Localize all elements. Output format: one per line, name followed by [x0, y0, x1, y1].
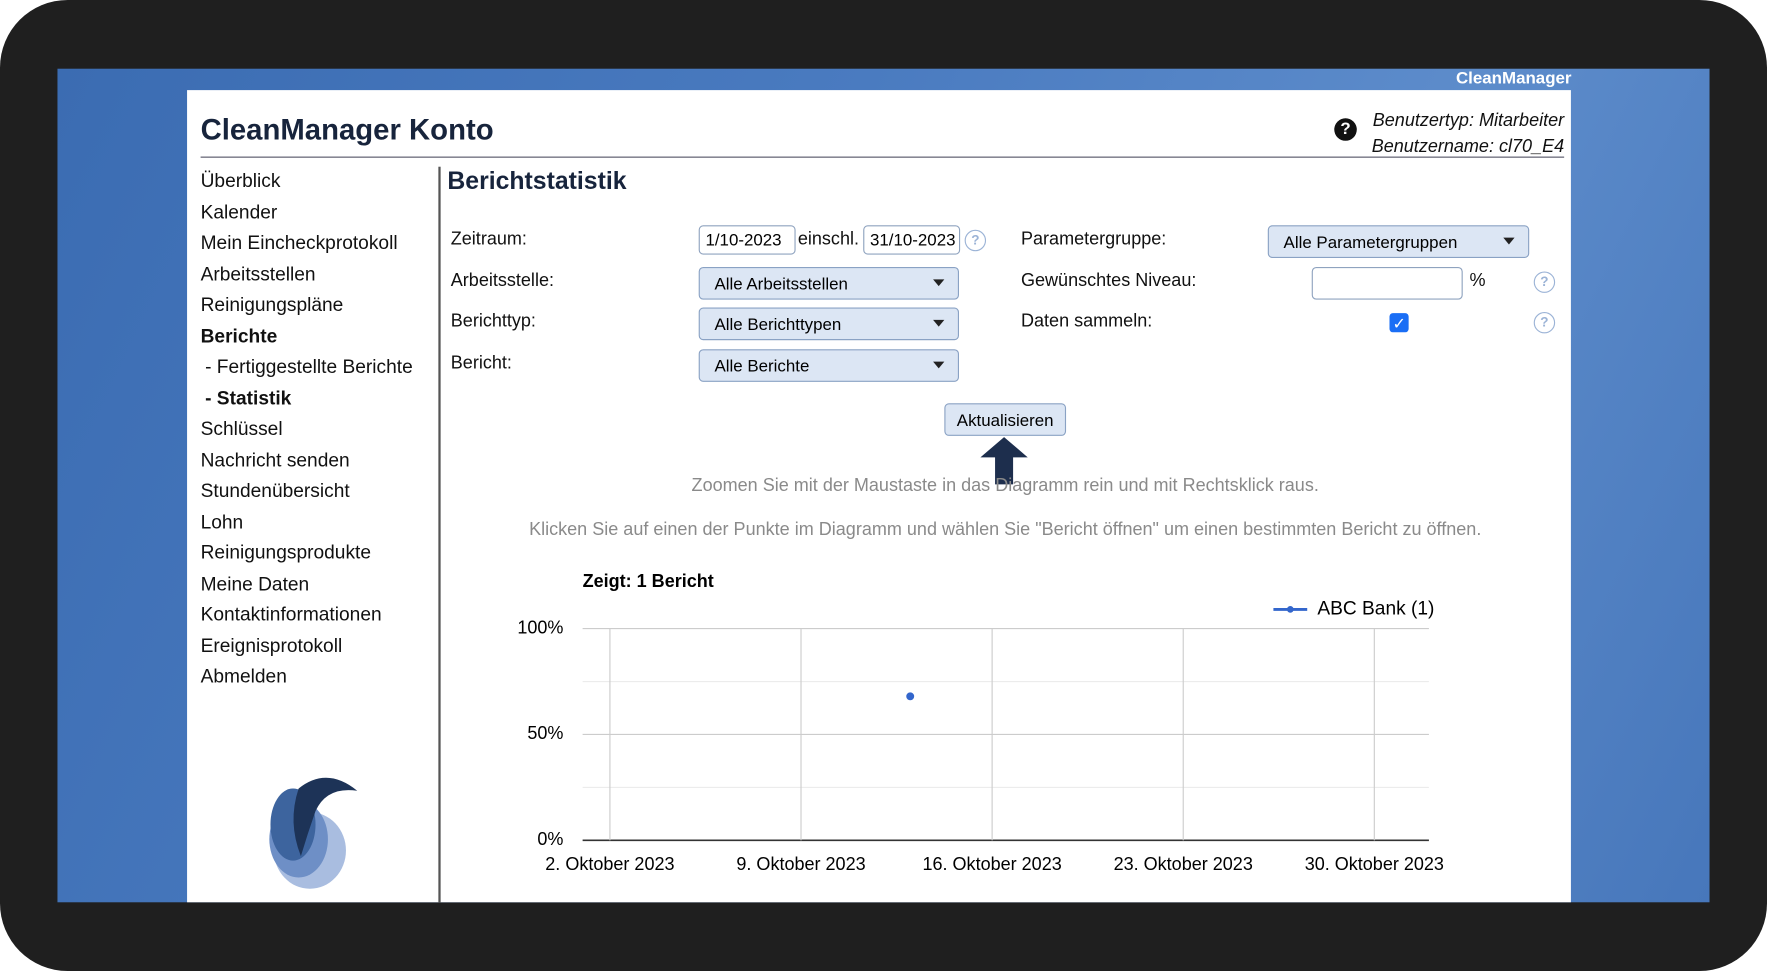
logo-part — [293, 777, 358, 857]
select[interactable]: Alle Berichttypen — [698, 307, 960, 341]
help[interactable]: ? — [964, 229, 987, 252]
field-text: einschl. — [797, 229, 859, 249]
nav-item[interactable]: Nachricht senden — [200, 448, 350, 471]
legend-swatch — [1286, 606, 1294, 613]
y-tick-label: 0% — [537, 829, 563, 849]
nav-item[interactable]: Überblick — [200, 170, 281, 192]
select[interactable]: Alle Parametergruppen — [1267, 225, 1530, 258]
field-label: Gewünschtes Niveau: — [1020, 271, 1197, 291]
nav-item[interactable]: - Fertiggestellte Berichte — [205, 355, 413, 378]
nav-item[interactable]: - Statistik — [205, 386, 292, 409]
y-tick-label: 100% — [517, 617, 563, 637]
x-tick-label: 9. Oktober 2023 — [736, 854, 865, 874]
unit: % — [1469, 271, 1486, 291]
nav-item[interactable]: Berichte — [200, 324, 278, 347]
title: CleanManager Konto — [200, 112, 494, 147]
x-tick-label: 30. Oktober 2023 — [1305, 854, 1444, 874]
x-tick-label: 23. Oktober 2023 — [1114, 854, 1253, 874]
number-input[interactable] — [1311, 266, 1463, 300]
nav-item[interactable]: Abmelden — [200, 665, 287, 688]
nav-item[interactable]: Stundenübersicht — [200, 479, 350, 502]
chart-title: Zeigt: 1 Bericht — [583, 571, 714, 591]
field-label: Bericht: — [450, 353, 512, 373]
select[interactable]: Alle Berichte — [698, 349, 960, 382]
user-info: Benutzertyp: Mitarbeiter Benutzername: cl… — [1372, 108, 1564, 160]
field-label: Parametergruppe: — [1020, 229, 1167, 249]
nav-item[interactable]: Meine Daten — [200, 572, 310, 595]
update-button[interactable]: Aktualisieren — [944, 403, 1067, 436]
nav-item[interactable]: Kalender — [200, 201, 278, 223]
legend-label: ABC Bank (1) — [1317, 598, 1434, 619]
rule — [200, 156, 1565, 158]
date-input[interactable]: 31/10-2023 — [863, 225, 961, 255]
divider — [438, 166, 441, 903]
date-input[interactable]: 1/10-2023 — [698, 225, 796, 255]
help[interactable]: ? — [1533, 271, 1556, 293]
username: Benutzername: cl70_E4 — [1371, 137, 1565, 157]
y-tick-label: 50% — [527, 723, 563, 743]
nav-item[interactable]: Ereignisprotokoll — [200, 634, 343, 657]
x-tick-label: 16. Oktober 2023 — [922, 854, 1061, 874]
heading: Berichtstatistik — [447, 166, 627, 195]
arrow-shape — [980, 437, 1028, 485]
field-label: Arbeitsstelle: — [450, 271, 554, 291]
chart: Zeigt: 1 Bericht 0% 50% 100% 2. Oktober 2023… — [517, 571, 1444, 874]
x-tick-label: 2. Oktober 2023 — [545, 854, 674, 874]
arrow — [980, 437, 1028, 485]
checkbox[interactable]: ✓ — [1389, 313, 1409, 333]
field-label: Daten sammeln: — [1020, 312, 1153, 332]
brand: CleanManager — [1455, 68, 1572, 88]
nav-item[interactable]: Reinigungsprodukte — [200, 541, 371, 564]
nav-item[interactable]: Reinigungspläne — [200, 294, 344, 316]
user-type: Benutzertyp: Mitarbeiter — [1372, 111, 1565, 131]
nav-item[interactable]: Mein Eincheckprotokoll — [200, 232, 398, 254]
field-label: Zeitraum: — [450, 229, 527, 249]
field-label: Berichttyp: — [450, 312, 536, 332]
hint: Klicken Sie auf einen der Punkte im Diag… — [529, 520, 1482, 540]
nav-item[interactable]: Schlüssel — [200, 417, 283, 440]
help-icon[interactable]: ? — [1334, 118, 1357, 141]
logo — [269, 777, 358, 889]
hint: Zoomen Sie mit der Maustaste in das Diag… — [691, 476, 1319, 496]
nav-item[interactable]: Lohn — [200, 510, 244, 533]
point — [906, 692, 915, 701]
nav-item[interactable]: Arbeitsstellen — [200, 263, 316, 285]
help[interactable]: ? — [1533, 312, 1556, 334]
select[interactable]: Alle Arbeitsstellen — [698, 266, 960, 300]
nav-item[interactable]: Kontaktinformationen — [200, 603, 382, 626]
